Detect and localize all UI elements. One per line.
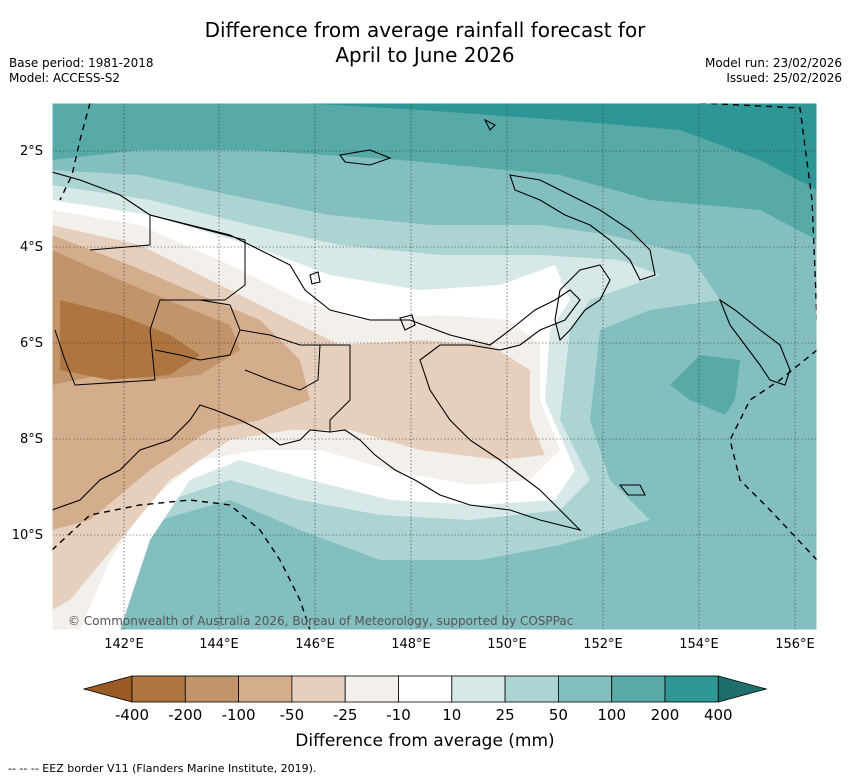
borders <box>54 214 351 432</box>
colorbar-swatch <box>184 675 240 703</box>
colorbar-swatch <box>664 675 719 703</box>
colorbar-tick: -200 <box>168 706 202 724</box>
colorbar-extension-high <box>717 675 768 703</box>
longitude-labels: 142°E 144°E 146°E 148°E 150°E 152°E 154°… <box>104 637 815 652</box>
issued-date: Issued: 25/02/2026 <box>726 71 842 85</box>
title-line-2: April to June 2026 <box>335 43 515 67</box>
model-run: Model run: 23/02/2026 <box>704 56 842 70</box>
title-line-1: Difference from average rainfall forecas… <box>204 18 646 42</box>
latitude-labels: 2°S 4°S 6°S 8°S 10°S <box>12 144 43 543</box>
lon-label: 146°E <box>295 637 335 652</box>
colorbar-tick: 10 <box>442 706 461 724</box>
colorbar-swatch <box>504 675 559 703</box>
lat-label: 6°S <box>20 336 43 351</box>
colorbar-tick: 200 <box>651 706 680 724</box>
colorbar-tick: -50 <box>280 706 305 724</box>
colorbar-tick: 25 <box>496 706 515 724</box>
chart-title: Difference from average rainfall forecas… <box>0 18 850 68</box>
lon-label: 150°E <box>487 637 527 652</box>
lon-label: 142°E <box>104 637 144 652</box>
lon-label: 154°E <box>679 637 719 652</box>
lon-label: 152°E <box>583 637 623 652</box>
colorbar-swatch <box>131 675 186 703</box>
base-period: Base period: 1981-2018 <box>9 56 154 70</box>
colorbar-swatch <box>344 675 399 703</box>
lon-label: 144°E <box>199 637 239 652</box>
colorbar-tick: -10 <box>386 706 411 724</box>
lat-label: 2°S <box>20 144 43 159</box>
lon-label: 148°E <box>391 637 431 652</box>
colorbar-swatch <box>611 675 666 703</box>
colorbar-tick: 50 <box>549 706 568 724</box>
graticule <box>52 103 817 630</box>
colorbar: -400 -200 -100 -50 -25 -10 10 25 50 100 200 400 <box>82 675 768 724</box>
coastlines <box>52 118 791 532</box>
colorbar-swatch <box>451 675 506 703</box>
colorbar-swatch <box>558 675 613 703</box>
eez-legend-note: -- -- -- EEZ border V11 (Flanders Marine… <box>8 762 317 775</box>
colorbar-label: Difference from average (mm) <box>295 731 555 751</box>
meta-left: Base period: 1981-2018 Model: ACCESS-S2 <box>9 56 154 86</box>
eez-borders <box>52 103 817 630</box>
colorbar-tick: 400 <box>704 706 733 724</box>
colorbar-swatch <box>398 675 453 703</box>
colorbar-tick: -100 <box>222 706 256 724</box>
lat-label: 8°S <box>20 432 43 447</box>
lat-label: 10°S <box>12 528 43 543</box>
colorbar-tick: -25 <box>333 706 358 724</box>
model-name: Model: ACCESS-S2 <box>9 71 121 85</box>
colorbar-swatch <box>238 675 293 703</box>
colorbar-extension-low <box>82 675 133 703</box>
colorbar-swatch <box>291 675 346 703</box>
lon-label: 156°E <box>775 637 815 652</box>
copyright-notice: © Commonwealth of Australia 2026, Bureau… <box>68 614 573 628</box>
colorbar-tick: -400 <box>115 706 149 724</box>
contour-fill <box>52 103 817 630</box>
colorbar-tick: 100 <box>597 706 626 724</box>
lat-label: 4°S <box>20 240 43 255</box>
meta-right: Model run: 23/02/2026 Issued: 25/02/2026 <box>705 56 842 86</box>
